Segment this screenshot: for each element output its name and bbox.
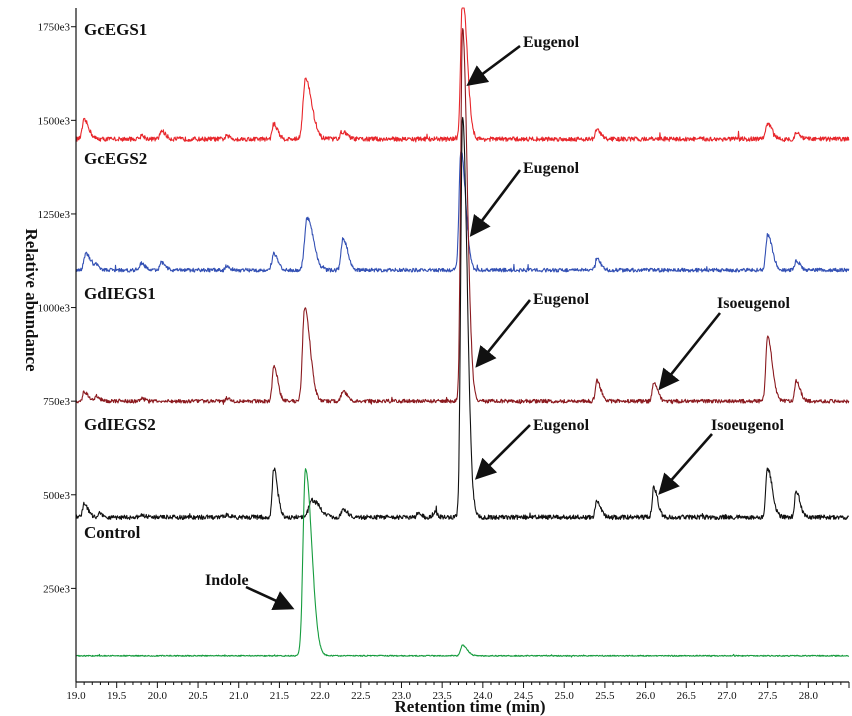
annotation-label: Isoeugenol [711,417,784,434]
y-tick-label: 1750e3 [38,22,71,34]
y-tick-label: 1500e3 [38,115,71,127]
x-tick-label: 26.0 [636,690,656,702]
x-tick-label: 19.5 [107,690,127,702]
x-tick-label: 21.0 [229,690,249,702]
y-tick-label: 500e3 [43,490,70,502]
series-line-gcegs2 [75,150,850,273]
annotation-label: Eugenol [523,34,580,51]
series-line-gcegs1 [75,7,850,143]
x-tick-label: 27.0 [717,690,737,702]
series-label-gdiegs1: GdIEGS1 [84,284,156,303]
annotation-arrow [658,433,713,495]
y-axis-title: Relative abundance [22,228,41,372]
series-line-gdiegs1 [75,28,850,405]
x-tick-label: 26.5 [677,690,697,702]
annotation-arrow [475,299,532,368]
annotation-label: Isoeugenol [717,295,790,312]
annotation-label: Eugenol [523,160,580,177]
annotation-arrow [474,424,531,480]
annotation-arrow [658,312,722,391]
annotation-label: Indole [205,572,249,589]
annotation-label: Eugenol [533,291,590,308]
series-line-control [75,468,850,658]
series-label-gcegs1: GcEGS1 [84,20,147,39]
x-tick-label: 25.5 [595,690,615,702]
annotation-arrow [466,44,521,86]
annotation-arrow [245,585,295,611]
annotation-label: Eugenol [533,417,590,434]
x-tick-label: 22.5 [351,690,371,702]
x-tick-label: 25.0 [555,690,575,702]
y-tick-label: 750e3 [43,396,70,408]
y-tick-label: 1250e3 [38,209,71,221]
x-tick-label: 22.0 [310,690,330,702]
series-label-gcegs2: GcEGS2 [84,149,147,168]
x-tick-label: 20.0 [148,690,168,702]
x-tick-label: 23.0 [392,690,412,702]
x-tick-label: 24.0 [473,690,493,702]
y-tick-label: 1000e3 [38,303,71,315]
x-tick-label: 19.0 [66,690,86,702]
series-label-gdiegs2: GdIEGS2 [84,415,156,434]
x-tick-label: 21.5 [270,690,290,702]
x-tick-label: 28.0 [799,690,819,702]
y-tick-label: 250e3 [43,583,70,595]
annotation-arrow [469,169,522,237]
x-axis-title: Retention time (min) [394,697,545,716]
x-tick-label: 27.5 [758,690,778,702]
x-tick-label: 20.5 [188,690,208,702]
x-tick-label: 24.5 [514,690,534,702]
series-label-control: Control [84,523,141,542]
x-tick-label: 23.5 [433,690,453,702]
series-line-gdiegs2 [75,116,850,521]
